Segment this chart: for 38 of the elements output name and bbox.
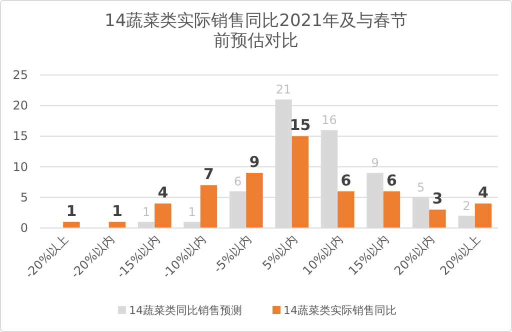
y-tick-label: 15 [12, 129, 28, 144]
legend-label: 14蔬菜类实际销售同比 [284, 304, 396, 317]
y-tick-label: 0 [20, 221, 28, 235]
data-label: 9 [249, 152, 260, 171]
data-label: 6 [340, 171, 352, 190]
x-tick-label: -5%以内 [210, 232, 254, 276]
data-label: 5 [416, 180, 425, 194]
data-label: 1 [66, 202, 77, 220]
chart-title: 14蔬菜类实际销售同比2021年及与春节前预估对比 [104, 11, 408, 51]
data-label: 2 [462, 198, 470, 213]
bar [338, 191, 354, 228]
bar [246, 172, 263, 228]
x-tick-label: 5%以内 [260, 232, 300, 273]
data-label: 6 [234, 174, 242, 188]
bar [474, 204, 492, 228]
y-tick-label: 10 [12, 160, 28, 174]
data-label: 1 [142, 204, 150, 219]
bar [429, 210, 446, 228]
bar [383, 191, 400, 228]
data-label: 1 [112, 202, 122, 220]
data-label: 16 [322, 113, 337, 128]
y-tick-label: 25 [12, 68, 28, 82]
y-tick-label: 20 [12, 98, 28, 113]
data-label: 15 [290, 116, 311, 134]
bar [154, 204, 172, 228]
bar [63, 222, 80, 228]
data-label: 9 [371, 156, 379, 170]
data-label: 21 [276, 82, 292, 96]
data-label: 4 [478, 184, 488, 202]
y-tick-label: 5 [20, 190, 28, 204]
bar [292, 136, 309, 228]
legend-label: 14蔬菜类同比销售预测 [129, 304, 242, 317]
data-label: 4 [158, 184, 168, 202]
data-label: 6 [386, 171, 397, 190]
data-label: 1 [188, 204, 196, 219]
data-label: 3 [432, 190, 443, 208]
data-label: 7 [204, 165, 214, 184]
bar [200, 185, 218, 228]
